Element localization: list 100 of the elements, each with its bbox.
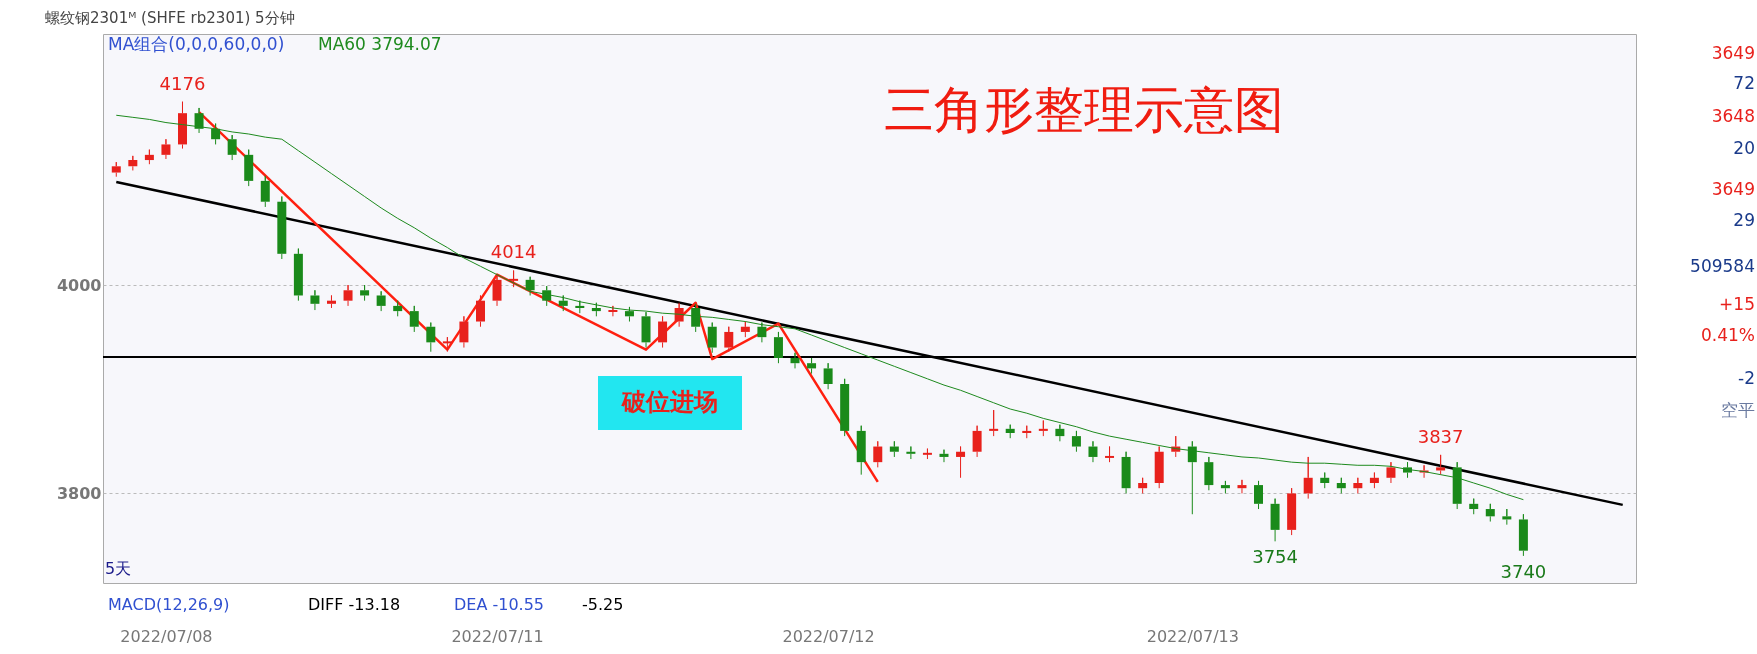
candlestick xyxy=(1038,419,1048,437)
candlestick xyxy=(889,440,899,458)
text: 0.41% xyxy=(1700,325,1755,345)
candlestick xyxy=(575,300,585,314)
candlestick xyxy=(128,155,138,171)
candlestick xyxy=(1336,477,1346,494)
candlestick xyxy=(823,362,833,390)
candlestick xyxy=(492,274,502,307)
candlestick xyxy=(144,149,154,165)
annotation: 3754 xyxy=(1252,546,1298,568)
candlestick xyxy=(1055,424,1065,442)
y-tick-label: 4000 xyxy=(56,275,102,295)
y-tick-label: 3800 xyxy=(56,483,102,503)
candlestick xyxy=(840,378,850,437)
candlestick xyxy=(161,138,171,160)
annotation: 4014 xyxy=(490,241,537,263)
candlestick xyxy=(459,315,469,349)
annotation: 3837 xyxy=(1417,425,1464,447)
candlestick xyxy=(1303,456,1313,500)
candlestick xyxy=(177,101,187,150)
candlestick xyxy=(757,322,767,343)
candlestick xyxy=(1353,477,1363,494)
candlestick xyxy=(558,294,568,312)
candlestick xyxy=(1154,446,1164,489)
candlestick xyxy=(773,331,783,364)
text: 3648 xyxy=(1711,106,1755,126)
x-tick-label: 2022/07/08 xyxy=(120,626,213,646)
candlestick xyxy=(360,284,370,302)
candlestick xyxy=(293,248,303,302)
text: 3649 xyxy=(1711,179,1755,199)
text: 29 xyxy=(1733,210,1755,230)
candlestick xyxy=(1369,472,1379,489)
text: DIFF -13.18 xyxy=(308,595,401,614)
candlestick xyxy=(972,425,982,458)
candlestick xyxy=(1138,477,1148,494)
candlestick xyxy=(989,409,999,437)
candlestick xyxy=(227,134,237,161)
x-tick-label: 2022/07/13 xyxy=(1146,626,1239,646)
candlestick xyxy=(1469,498,1479,515)
annotation: 破位进场 xyxy=(621,387,718,416)
candlestick xyxy=(1518,513,1528,557)
candlestick xyxy=(740,321,750,338)
candlestick xyxy=(658,315,668,349)
annotation: 3740 xyxy=(1500,560,1547,582)
candlestick xyxy=(1436,454,1446,476)
candlestick xyxy=(939,449,949,463)
candlestick xyxy=(1121,451,1131,494)
text: -5.25 xyxy=(582,595,624,614)
candlestick xyxy=(260,175,270,208)
candlestick xyxy=(1005,424,1015,439)
candlestick xyxy=(376,290,386,312)
candlestick xyxy=(1071,430,1081,453)
candlestick xyxy=(906,446,916,460)
candlestick xyxy=(1485,503,1495,523)
candlestick xyxy=(856,425,866,476)
candlestick xyxy=(724,326,734,353)
candlestick xyxy=(475,294,485,328)
candlestick xyxy=(1287,487,1297,536)
candlestick xyxy=(1237,479,1247,494)
text: 509584 xyxy=(1690,256,1755,276)
candlestick xyxy=(674,302,684,328)
candlestick xyxy=(442,336,452,353)
candlestick xyxy=(426,322,436,353)
candlestick xyxy=(956,446,966,479)
annotation: 4176 xyxy=(159,72,206,94)
candlestick xyxy=(608,305,618,317)
candlestick xyxy=(707,322,717,354)
candlestick xyxy=(326,294,336,309)
candlestick xyxy=(807,357,817,375)
annotation: 5天 xyxy=(105,559,132,578)
candlestick xyxy=(790,352,800,369)
text: 空平 xyxy=(1721,400,1755,420)
candlestick xyxy=(525,276,535,296)
candlestick xyxy=(310,289,320,311)
candlestick xyxy=(873,440,883,468)
candlestick xyxy=(691,303,701,333)
candlestick xyxy=(1088,440,1098,463)
text: 三角形整理示意图 xyxy=(884,81,1284,139)
candlestick xyxy=(111,161,121,178)
x-tick-label: 2022/07/12 xyxy=(782,626,875,646)
text: 20 xyxy=(1733,138,1755,158)
candlestick xyxy=(1320,472,1330,489)
annotation: MA组合(0,0,0,60,0,0) xyxy=(108,34,285,54)
text: DEA -10.55 xyxy=(454,595,545,614)
annotation: MA60 3794.07 xyxy=(318,34,442,54)
text: MACD(12,26,9) xyxy=(108,595,230,614)
candlestick xyxy=(641,311,651,349)
candlestick xyxy=(1270,498,1280,542)
candlestick xyxy=(542,285,552,307)
text: 3649 xyxy=(1711,43,1755,63)
candlestick xyxy=(409,305,419,333)
x-tick-label: 2022/07/11 xyxy=(451,626,544,646)
candlestick xyxy=(624,306,634,323)
text: +15 xyxy=(1719,294,1755,314)
candlestick xyxy=(1022,425,1032,439)
candlestick xyxy=(1502,508,1512,526)
candlestick xyxy=(591,302,601,317)
candlestick xyxy=(1220,480,1230,494)
text: 72 xyxy=(1733,73,1755,93)
candlestick xyxy=(393,300,403,317)
